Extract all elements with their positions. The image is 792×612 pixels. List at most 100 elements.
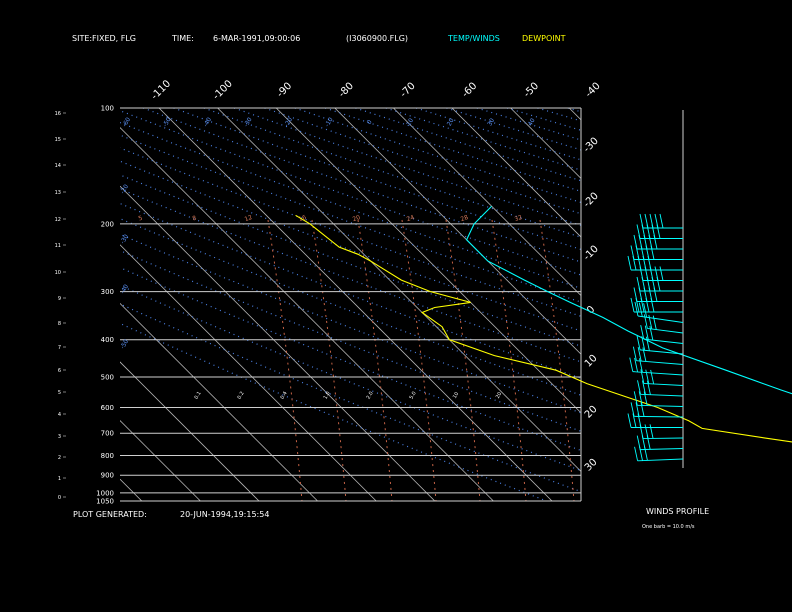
wind-barb-flag [639,446,643,461]
time-value: 6-MAR-1991,09:00:06 [213,34,300,43]
isotherm [120,302,318,501]
wind-barb-flag [642,380,646,395]
isotherm [510,108,581,179]
pressure-label-400: 400 [101,336,114,344]
dry-adiabat [173,108,581,251]
height-km-label-14: 14 [55,163,61,169]
right-temp-label: -20 [582,191,601,210]
isotherms [120,108,792,501]
dry-adiabat [629,108,792,501]
wind-barb-flag [640,402,645,417]
isotherm [120,478,143,501]
wind-barb-flag [634,446,639,461]
height-km-label-2: 2 [58,455,61,461]
legend-dewpoint: DEWPOINT [522,34,566,43]
wind-barb [643,382,684,386]
top-temp-label: -60 [460,81,479,100]
mixing-ratio-label: 0.4 [280,391,289,401]
wind-barb-flag [656,276,661,292]
winds-profile: WINDS PROFILE One barb = 10.0 m/s [627,110,709,530]
footer: PLOT GENERATED: 20-JUN-1994,19:15:54 [73,510,269,519]
adiabat-label: -50 [162,116,173,128]
dewpoint-trace [295,214,792,443]
height-km-label-5: 5 [58,390,61,396]
isotherm [120,127,494,501]
height-km-label-16: 16 [55,111,61,117]
mixing-ratio-label: 20 [352,214,362,223]
top-temp-label: -100 [211,78,235,102]
dry-adiabat [507,108,581,131]
wind-barb-flag [632,255,637,271]
wind-barb-flag [641,336,646,351]
wind-barb-flag [650,297,655,313]
isotherm [568,108,581,121]
dry-adiabat [446,108,581,151]
height-km-label-4: 4 [58,412,61,418]
mixing-ratio-label: 24 [406,214,416,223]
dry-adiabat [120,188,581,363]
wind-barb-flag [638,302,643,317]
time-label: TIME: [171,34,194,43]
pressure-label-700: 700 [101,430,114,438]
mixing-ratio-line [491,219,527,501]
wind-barb [637,315,684,323]
dry-adiabat [476,108,581,141]
isotherm [158,108,553,501]
dry-adiabat [120,202,581,379]
mixing-ratio-label: 1.0 [323,391,332,401]
mixing-ratio-label: 2.0 [366,391,375,401]
wind-barb-flag [630,297,635,313]
pressure-label-800: 800 [101,452,114,460]
wind-barb-flag [653,287,658,302]
dry-adiabat [142,108,581,263]
mixing-ratio-line [311,219,347,501]
isotherm [451,108,581,238]
dry-adiabat [120,249,581,432]
mixing-ratio-line [539,219,575,501]
isotherm [120,361,260,501]
adiabat-label: -20 [283,116,294,128]
mixing-ratio-label: 5.0 [409,391,418,401]
wind-barb-flag [632,413,637,428]
height-km-label-6: 6 [58,368,61,374]
dry-adiabat [567,108,581,113]
dry-adiabat [120,284,581,472]
wind-barb [632,371,684,376]
wind-barb-flag [633,391,638,406]
top-temp-label: -110 [149,78,173,102]
adiabat-label: -10 [324,116,335,128]
wind-barb-flag [637,380,641,395]
mixing-ratio-label: 0.2 [237,391,246,401]
wind-barb-flag [636,335,641,350]
wind-barb-flag [634,301,639,317]
pressure-label-900: 900 [101,472,114,480]
right-temp-label: 10 [583,353,600,370]
wind-barb-flag [645,369,650,384]
wind-barb-flag [646,435,651,450]
winds-note: One barb = 10.0 m/s [642,524,695,530]
dry-adiabat [120,122,581,289]
wind-barb-flag [650,245,655,260]
dry-adiabat [120,147,581,317]
wind-barb-flag [653,234,658,250]
file-name: (I3060900.FLG) [346,34,408,43]
height-km-label-7: 7 [58,345,61,351]
height-km-label-8: 8 [58,321,61,327]
wind-barb-flag [627,255,632,271]
wind-barb-flag [649,326,654,341]
generated-label: PLOT GENERATED: [73,510,147,519]
adiabat-label: -40 [202,116,213,128]
dry-adiabat [659,108,792,501]
wind-barb [643,338,684,344]
isotherm [686,108,792,501]
dry-adiabat [120,134,581,303]
dry-adiabat [233,108,581,227]
pressure-label-1000: 1000 [96,489,114,497]
wind-barb-flag [640,325,645,340]
pressure-label-200: 200 [101,220,114,228]
height-km-label-12: 12 [55,217,61,223]
adiabat-label: 30 [486,117,496,127]
header: SITE: FIXED, FLG TIME: 6-MAR-1991,09:00:… [72,34,566,43]
height-km-label-15: 15 [55,137,61,143]
